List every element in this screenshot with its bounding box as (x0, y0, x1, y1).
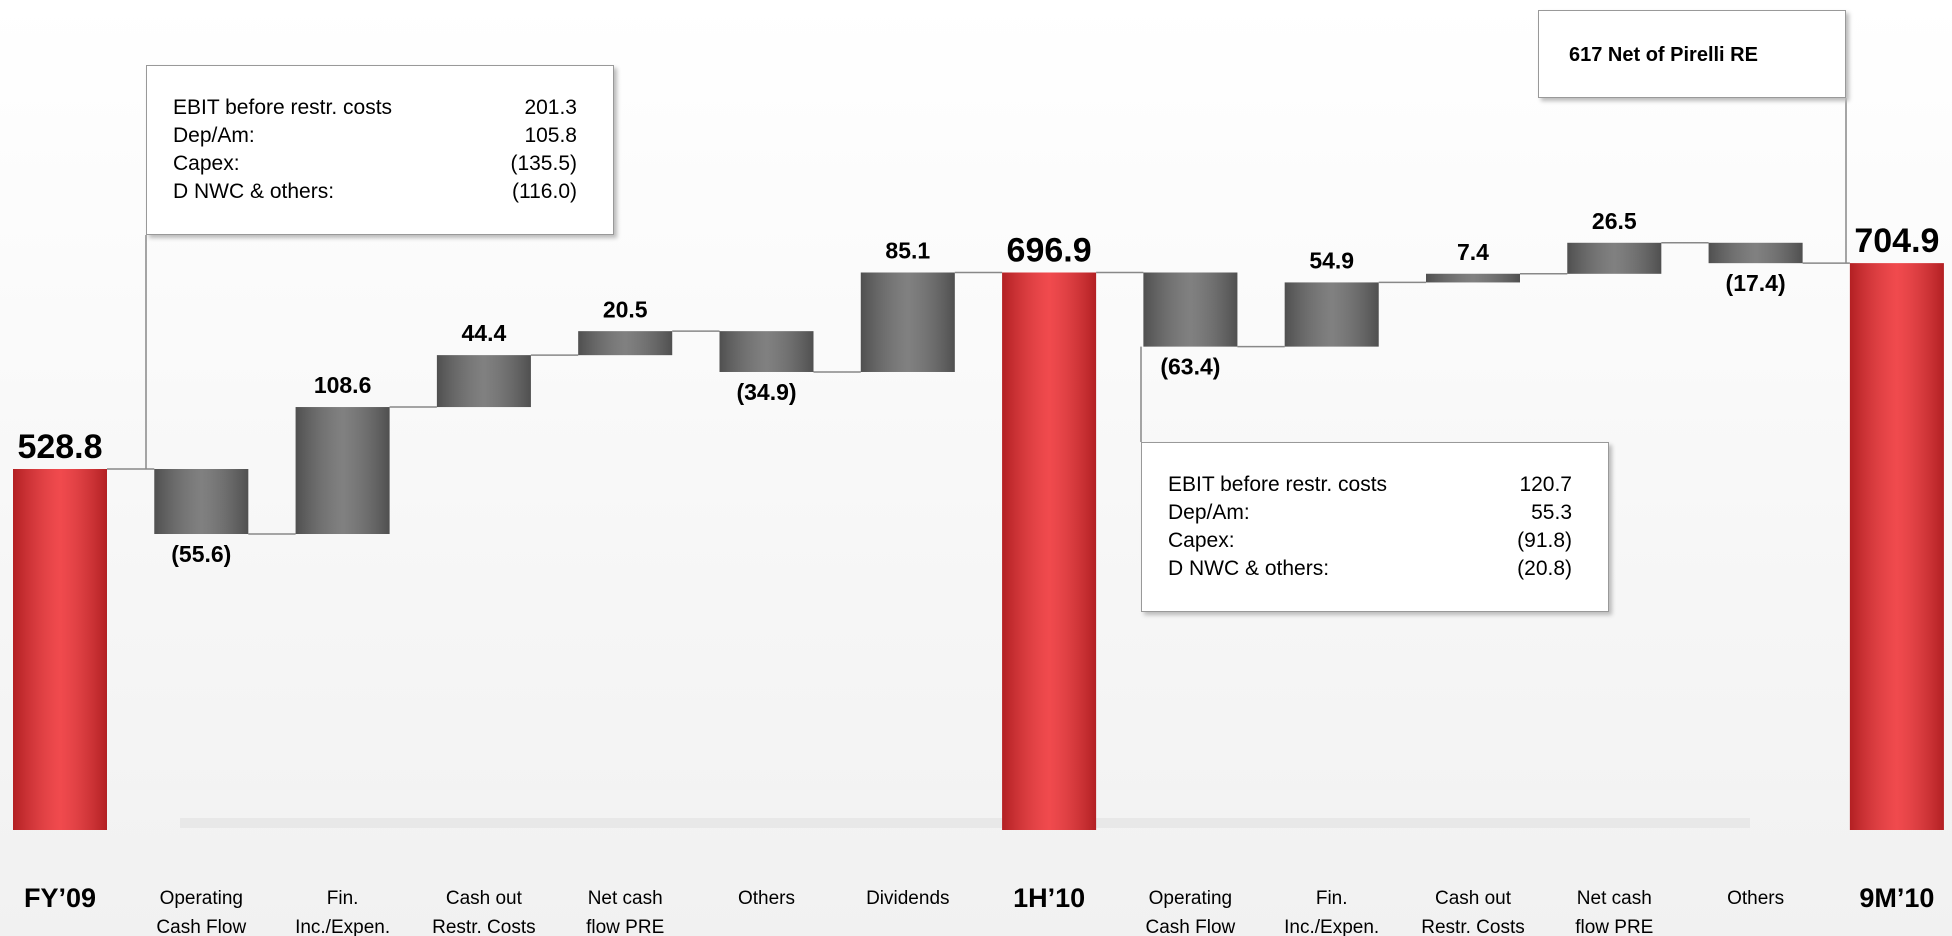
category-label: Fin. Inc./Expen. & taxes (1284, 888, 1380, 936)
value-label: (63.4) (1160, 354, 1220, 380)
value-label: 696.9 (1007, 231, 1092, 269)
category-label: 1H’10 (1013, 883, 1086, 913)
bar-shade (1567, 242, 1662, 274)
bar-shade (719, 331, 814, 372)
annotation-value: (116.0) (512, 180, 577, 203)
value-label: 44.4 (462, 320, 507, 346)
category-label: Operating Cash Flow (156, 888, 247, 936)
category-label: Others (1727, 888, 1785, 909)
category-label: Net cash flow PRE (586, 888, 665, 936)
annotation-row: EBIT before restr. costs 120.7 (1168, 471, 1572, 499)
bar-shade (1284, 282, 1379, 347)
annotation-box: EBIT before restr. costs 120.7 Dep/Am: 55.3… (1141, 442, 1609, 612)
annotation-row: D NWC & others: (116.0) (173, 178, 577, 206)
bar-shade (13, 469, 107, 830)
value-label: (17.4) (1726, 270, 1786, 296)
bar-shade (154, 469, 249, 535)
category-label: FY’09 (23, 883, 97, 913)
annotation-row: EBIT before restr. costs 201.3 (173, 94, 577, 122)
value-label: 528.8 (17, 428, 102, 466)
annotation-label: Dep/Am: (1168, 501, 1250, 524)
value-label: (55.6) (171, 541, 231, 567)
bar-shade (578, 331, 673, 356)
bar-shade (1143, 272, 1238, 347)
annotation-label: EBIT before restr. costs (173, 96, 393, 119)
annotation-value: 55.3 (1531, 501, 1572, 524)
annotation-label: Capex: (1168, 529, 1235, 552)
annotation-row: Capex: (135.5) (173, 150, 577, 178)
annotation-label: Dep/Am: (173, 124, 255, 147)
annotation-value: (135.5) (510, 152, 577, 175)
annotation-value: 105.8 (524, 124, 577, 147)
bar-shade (860, 272, 955, 372)
value-label: 7.4 (1457, 239, 1489, 265)
value-label: 20.5 (603, 296, 648, 322)
category-label: Operating Cash Flow (1145, 888, 1236, 936)
value-label: 54.9 (1309, 248, 1354, 274)
annotation-label: D NWC & others: (1168, 557, 1330, 580)
annotation-label: D NWC & others: (173, 180, 335, 203)
category-label: Cash out Restr. Costs (432, 888, 536, 936)
bar-shade (1426, 273, 1520, 283)
category-label: Cash out Restr. Costs (1421, 888, 1525, 936)
bar-shade (1708, 242, 1803, 264)
floor-shadow (180, 818, 1750, 828)
annotation-row: Capex: (91.8) (1168, 527, 1572, 555)
bar-shade (436, 355, 531, 408)
annotation-row: D NWC & others: (20.8) (1168, 555, 1572, 583)
annotation-row: Dep/Am: 105.8 (173, 122, 577, 150)
annotation-text: 617 Net of Pirelli RE (1569, 44, 1758, 66)
category-label: Fin. Inc./Expen. & taxes (295, 888, 391, 936)
value-label: 85.1 (885, 238, 930, 264)
category-label: 9M’10 (1859, 883, 1935, 913)
category-label: Net cash flow PRE (1575, 888, 1654, 936)
annotation-value: (91.8) (1517, 529, 1572, 552)
annotation-box: 617 Net of Pirelli RE (1538, 10, 1846, 98)
value-label: 26.5 (1592, 208, 1637, 234)
annotation-label: Capex: (173, 152, 240, 175)
annotation-value: 120.7 (1519, 473, 1572, 496)
annotation-value: 201.3 (524, 96, 577, 119)
annotation-row: Dep/Am: 55.3 (1168, 499, 1572, 527)
value-label: (34.9) (736, 379, 796, 405)
annotation-box: EBIT before restr. costs 201.3 Dep/Am: 105.… (146, 65, 614, 235)
annotation-label: EBIT before restr. costs (1168, 473, 1388, 496)
value-label: 108.6 (314, 372, 372, 398)
category-label: Dividends (866, 888, 950, 909)
category-label: Others (737, 888, 796, 909)
bar-shade (1002, 272, 1097, 830)
bar-shade (1849, 263, 1944, 830)
annotation-value: (20.8) (1517, 557, 1572, 580)
value-label: 704.9 (1854, 222, 1939, 260)
bar-shade (295, 407, 390, 535)
